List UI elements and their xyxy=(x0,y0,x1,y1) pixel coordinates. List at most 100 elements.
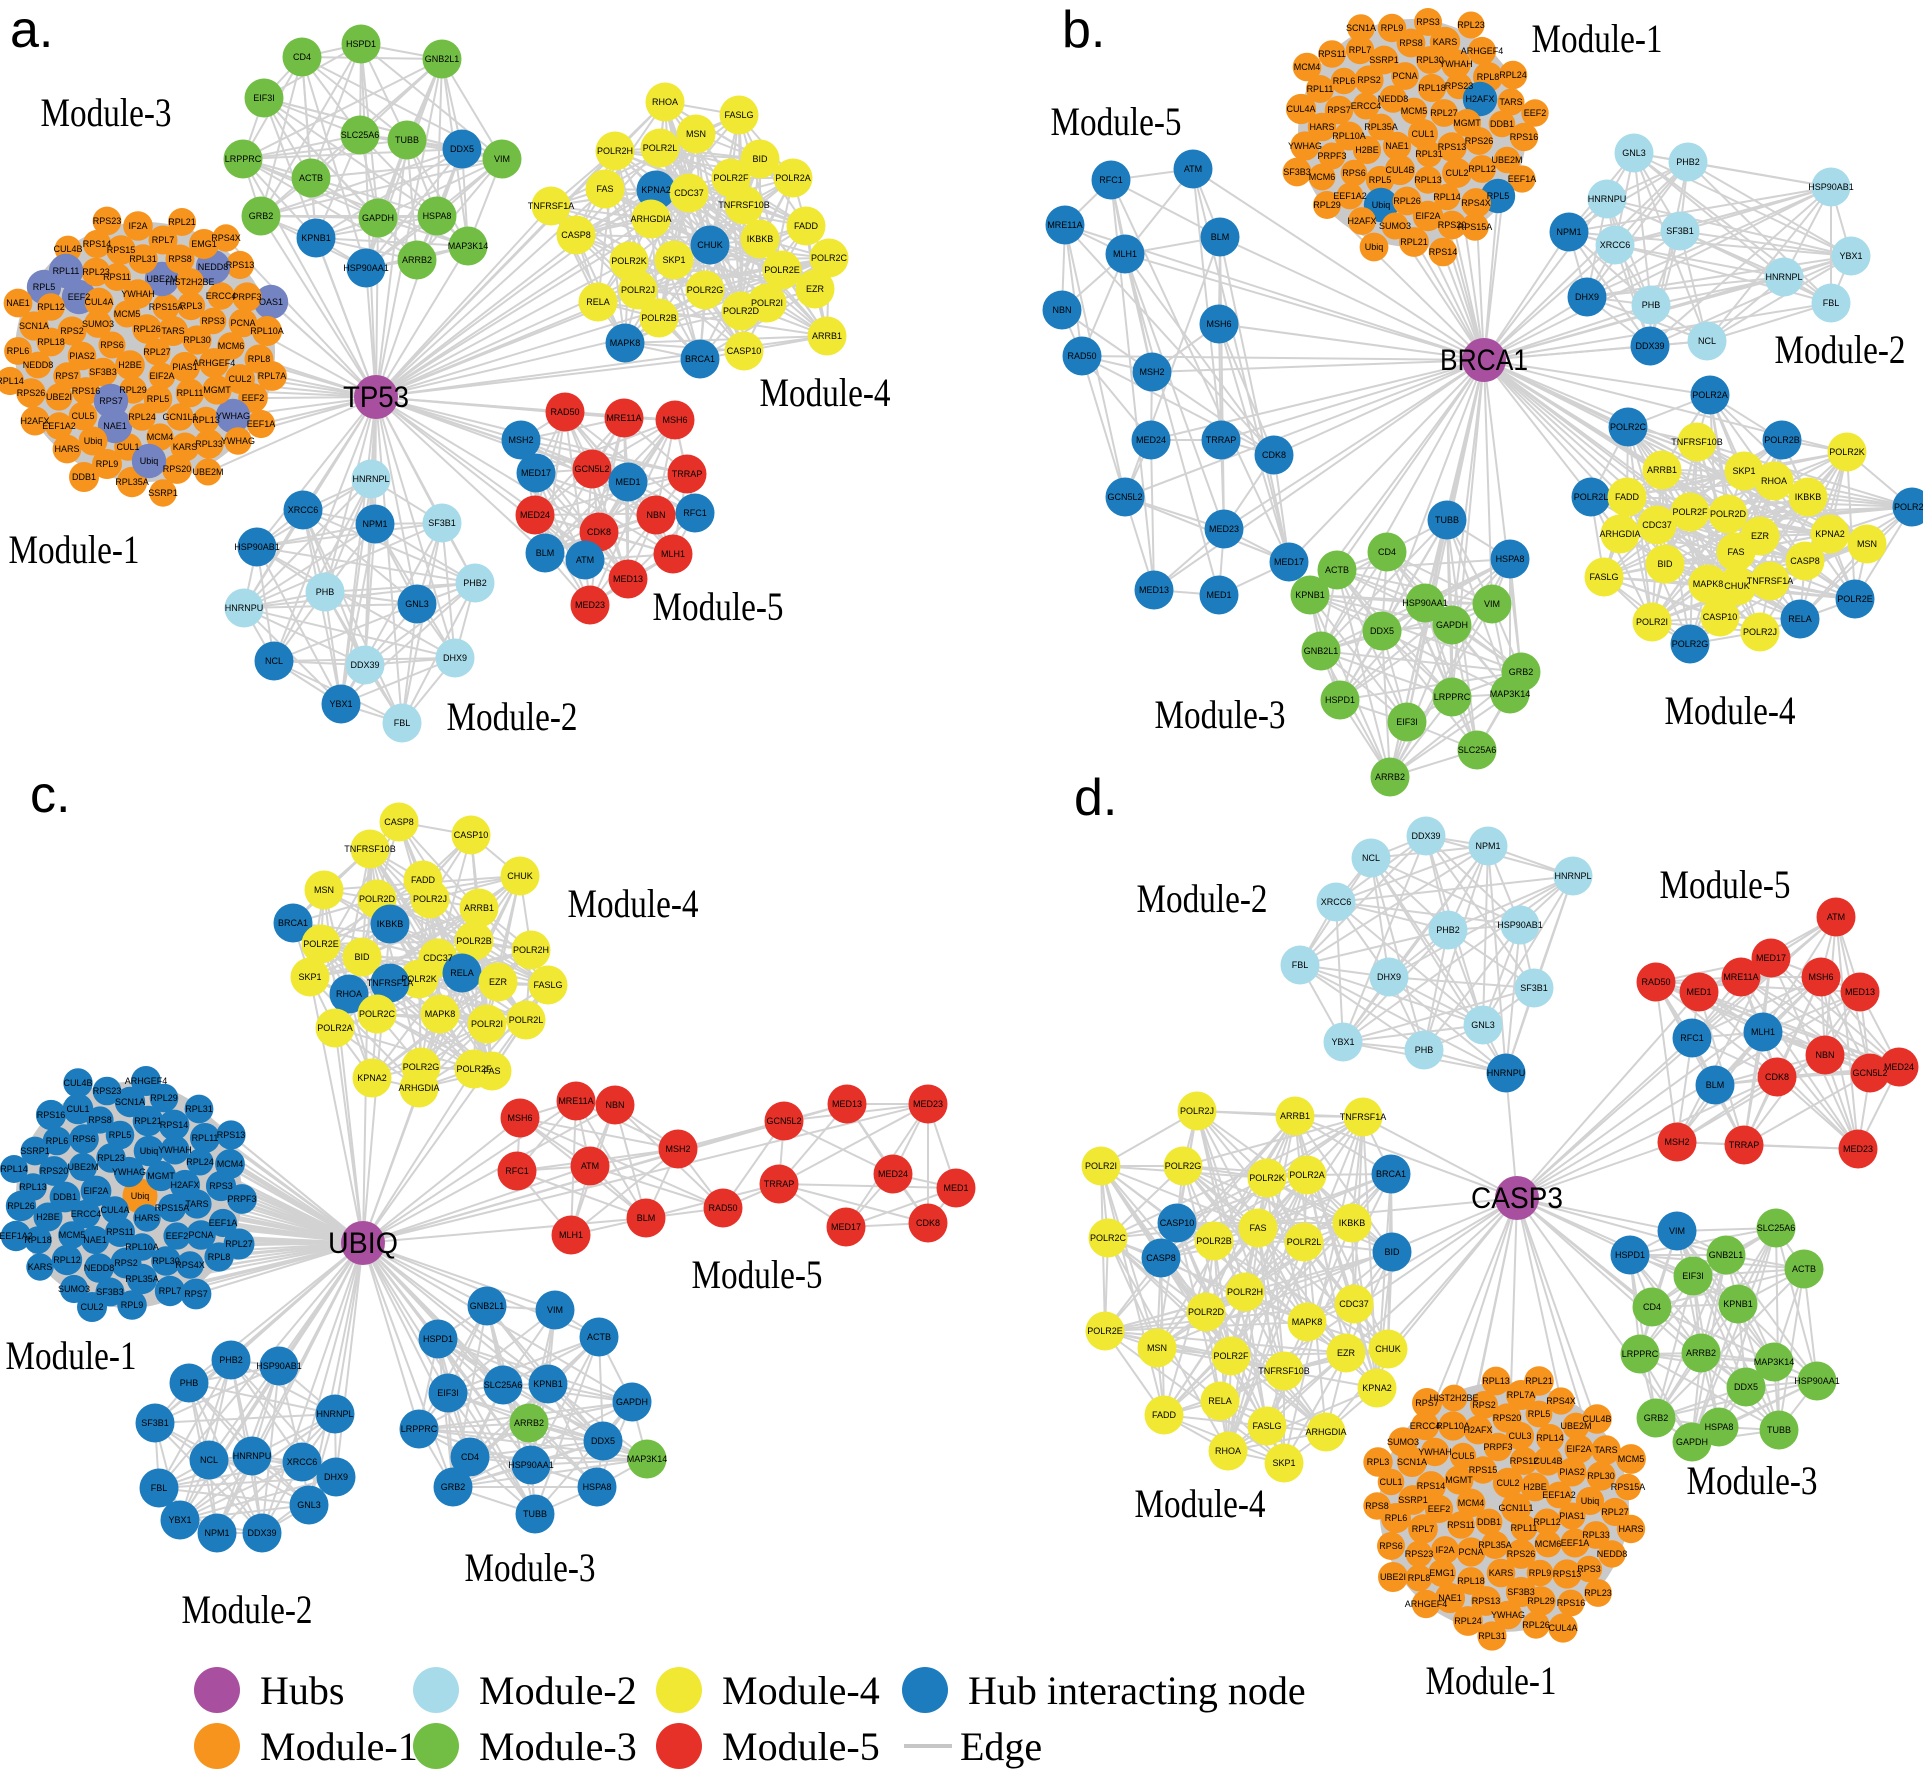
svg-text:SUMO3: SUMO3 xyxy=(1387,1437,1419,1447)
svg-text:RPL23: RPL23 xyxy=(97,1153,125,1163)
svg-text:NBN: NBN xyxy=(1815,1050,1834,1060)
svg-text:VIM: VIM xyxy=(494,154,510,164)
svg-text:MSH6: MSH6 xyxy=(1808,972,1833,982)
svg-text:MED24: MED24 xyxy=(1884,1062,1914,1072)
svg-text:PCNA: PCNA xyxy=(230,318,255,328)
svg-text:RPL31: RPL31 xyxy=(185,1104,213,1114)
svg-text:ACTB: ACTB xyxy=(1325,565,1349,575)
svg-text:Module-1: Module-1 xyxy=(1426,1658,1557,1703)
svg-text:EEF1A: EEF1A xyxy=(209,1218,238,1228)
svg-text:EZR: EZR xyxy=(1751,531,1770,541)
svg-text:NAE1: NAE1 xyxy=(83,1235,107,1245)
svg-text:PHB: PHB xyxy=(1642,300,1661,310)
svg-text:RPS2: RPS2 xyxy=(60,326,84,336)
svg-text:TNFRSF10B: TNFRSF10B xyxy=(1258,1366,1310,1376)
svg-text:HSP90AA1: HSP90AA1 xyxy=(508,1460,554,1470)
svg-text:MED1: MED1 xyxy=(1206,590,1231,600)
svg-text:DHX9: DHX9 xyxy=(1377,972,1401,982)
svg-text:TRRAP: TRRAP xyxy=(764,1179,795,1189)
svg-text:HSPA8: HSPA8 xyxy=(1705,1422,1734,1432)
svg-text:TUBB: TUBB xyxy=(1767,1425,1791,1435)
svg-text:CDC37: CDC37 xyxy=(674,188,704,198)
svg-text:RFC1: RFC1 xyxy=(1099,175,1123,185)
svg-text:POLR2B: POLR2B xyxy=(641,313,677,323)
svg-text:HIST2H2BE: HIST2H2BE xyxy=(165,277,214,287)
svg-text:HARS: HARS xyxy=(54,444,79,454)
svg-text:IF2A: IF2A xyxy=(1435,1545,1454,1555)
svg-text:TARS: TARS xyxy=(161,326,184,336)
svg-text:YWHAG: YWHAG xyxy=(1491,1610,1525,1620)
svg-text:UBE2M: UBE2M xyxy=(1491,155,1522,165)
svg-text:MED13: MED13 xyxy=(1845,987,1875,997)
svg-text:PRPF3: PRPF3 xyxy=(1483,1442,1512,1452)
svg-text:EMG1: EMG1 xyxy=(191,239,217,249)
svg-text:Ubiq: Ubiq xyxy=(1581,1496,1600,1506)
svg-text:RPS3: RPS3 xyxy=(1416,17,1440,27)
svg-text:EEF1A2: EEF1A2 xyxy=(1542,1490,1576,1500)
svg-text:ERCC4: ERCC4 xyxy=(1351,101,1382,111)
svg-text:POLR2J: POLR2J xyxy=(621,285,655,295)
svg-text:EEF2: EEF2 xyxy=(1428,1504,1451,1514)
svg-text:RPS3: RPS3 xyxy=(201,316,225,326)
svg-text:RPL14: RPL14 xyxy=(0,376,24,386)
svg-text:POLR2E: POLR2E xyxy=(1087,1326,1123,1336)
svg-text:Module-5: Module-5 xyxy=(1051,99,1182,144)
svg-text:RPL8: RPL8 xyxy=(248,354,271,364)
svg-text:UBE2M: UBE2M xyxy=(192,467,223,477)
svg-text:CHUK: CHUK xyxy=(697,240,723,250)
svg-text:HSPD1: HSPD1 xyxy=(423,1334,453,1344)
svg-text:MED24: MED24 xyxy=(1136,435,1166,445)
svg-text:IKBKB: IKBKB xyxy=(377,919,404,929)
svg-text:MCM4: MCM4 xyxy=(1458,1498,1485,1508)
svg-text:RPL21: RPL21 xyxy=(134,1116,162,1126)
svg-text:SF3B3: SF3B3 xyxy=(96,1287,124,1297)
svg-text:RPL6: RPL6 xyxy=(46,1136,69,1146)
svg-text:RPL6: RPL6 xyxy=(1385,1513,1408,1523)
svg-text:POLR2J: POLR2J xyxy=(1743,627,1777,637)
svg-text:DDX39: DDX39 xyxy=(247,1528,276,1538)
svg-text:RELA: RELA xyxy=(586,297,610,307)
svg-text:KPNA2: KPNA2 xyxy=(1362,1383,1392,1393)
svg-text:RPS11: RPS11 xyxy=(106,1227,134,1237)
svg-text:Hub interacting node: Hub interacting node xyxy=(968,1668,1306,1713)
svg-text:POLR2K: POLR2K xyxy=(1829,447,1865,457)
svg-text:POLR2B: POLR2B xyxy=(1764,435,1800,445)
svg-text:RPS13: RPS13 xyxy=(217,1130,246,1140)
svg-text:MED24: MED24 xyxy=(520,510,550,520)
svg-text:RPL23: RPL23 xyxy=(82,267,110,277)
svg-text:POLR2L: POLR2L xyxy=(1574,492,1609,502)
svg-text:MCM4: MCM4 xyxy=(147,432,174,442)
svg-text:POLR2C: POLR2C xyxy=(811,253,848,263)
svg-text:MAPK8: MAPK8 xyxy=(1292,1317,1323,1327)
svg-text:RPL12: RPL12 xyxy=(53,1255,81,1265)
svg-text:TUBB: TUBB xyxy=(395,135,419,145)
svg-text:RPL13: RPL13 xyxy=(1482,1376,1510,1386)
svg-text:b.: b. xyxy=(1062,1,1105,59)
svg-text:RPL26: RPL26 xyxy=(1522,1620,1550,1630)
svg-text:POLR2G: POLR2G xyxy=(1165,1161,1202,1171)
svg-text:RPL12: RPL12 xyxy=(1533,1517,1561,1527)
svg-text:POLR2H: POLR2H xyxy=(1894,502,1923,512)
svg-text:ARHGDIA: ARHGDIA xyxy=(398,1083,439,1093)
svg-text:MAPK8: MAPK8 xyxy=(425,1009,456,1019)
svg-text:FBL: FBL xyxy=(1823,298,1840,308)
svg-text:HNRNPL: HNRNPL xyxy=(1554,871,1591,881)
svg-text:RPS8: RPS8 xyxy=(88,1115,112,1125)
svg-text:RPL3: RPL3 xyxy=(1367,1457,1390,1467)
svg-text:Module-3: Module-3 xyxy=(479,1724,637,1769)
svg-text:H2AFX: H2AFX xyxy=(1463,1425,1492,1435)
svg-text:MSN: MSN xyxy=(1857,539,1877,549)
svg-text:XRCC6: XRCC6 xyxy=(1600,240,1631,250)
svg-text:RPL29: RPL29 xyxy=(150,1093,178,1103)
svg-text:CUL2: CUL2 xyxy=(1496,1478,1519,1488)
svg-text:RPL29: RPL29 xyxy=(119,385,147,395)
svg-text:MGMT: MGMT xyxy=(1445,1475,1473,1485)
svg-text:XRCC6: XRCC6 xyxy=(1321,897,1352,907)
svg-text:d.: d. xyxy=(1074,769,1117,827)
svg-text:ACTB: ACTB xyxy=(587,1332,611,1342)
svg-text:BID: BID xyxy=(1384,1247,1400,1257)
svg-text:RAD50: RAD50 xyxy=(1641,977,1670,987)
svg-text:VIM: VIM xyxy=(547,1305,563,1315)
svg-text:MED23: MED23 xyxy=(1843,1144,1873,1154)
svg-text:RPL30: RPL30 xyxy=(152,1256,180,1266)
